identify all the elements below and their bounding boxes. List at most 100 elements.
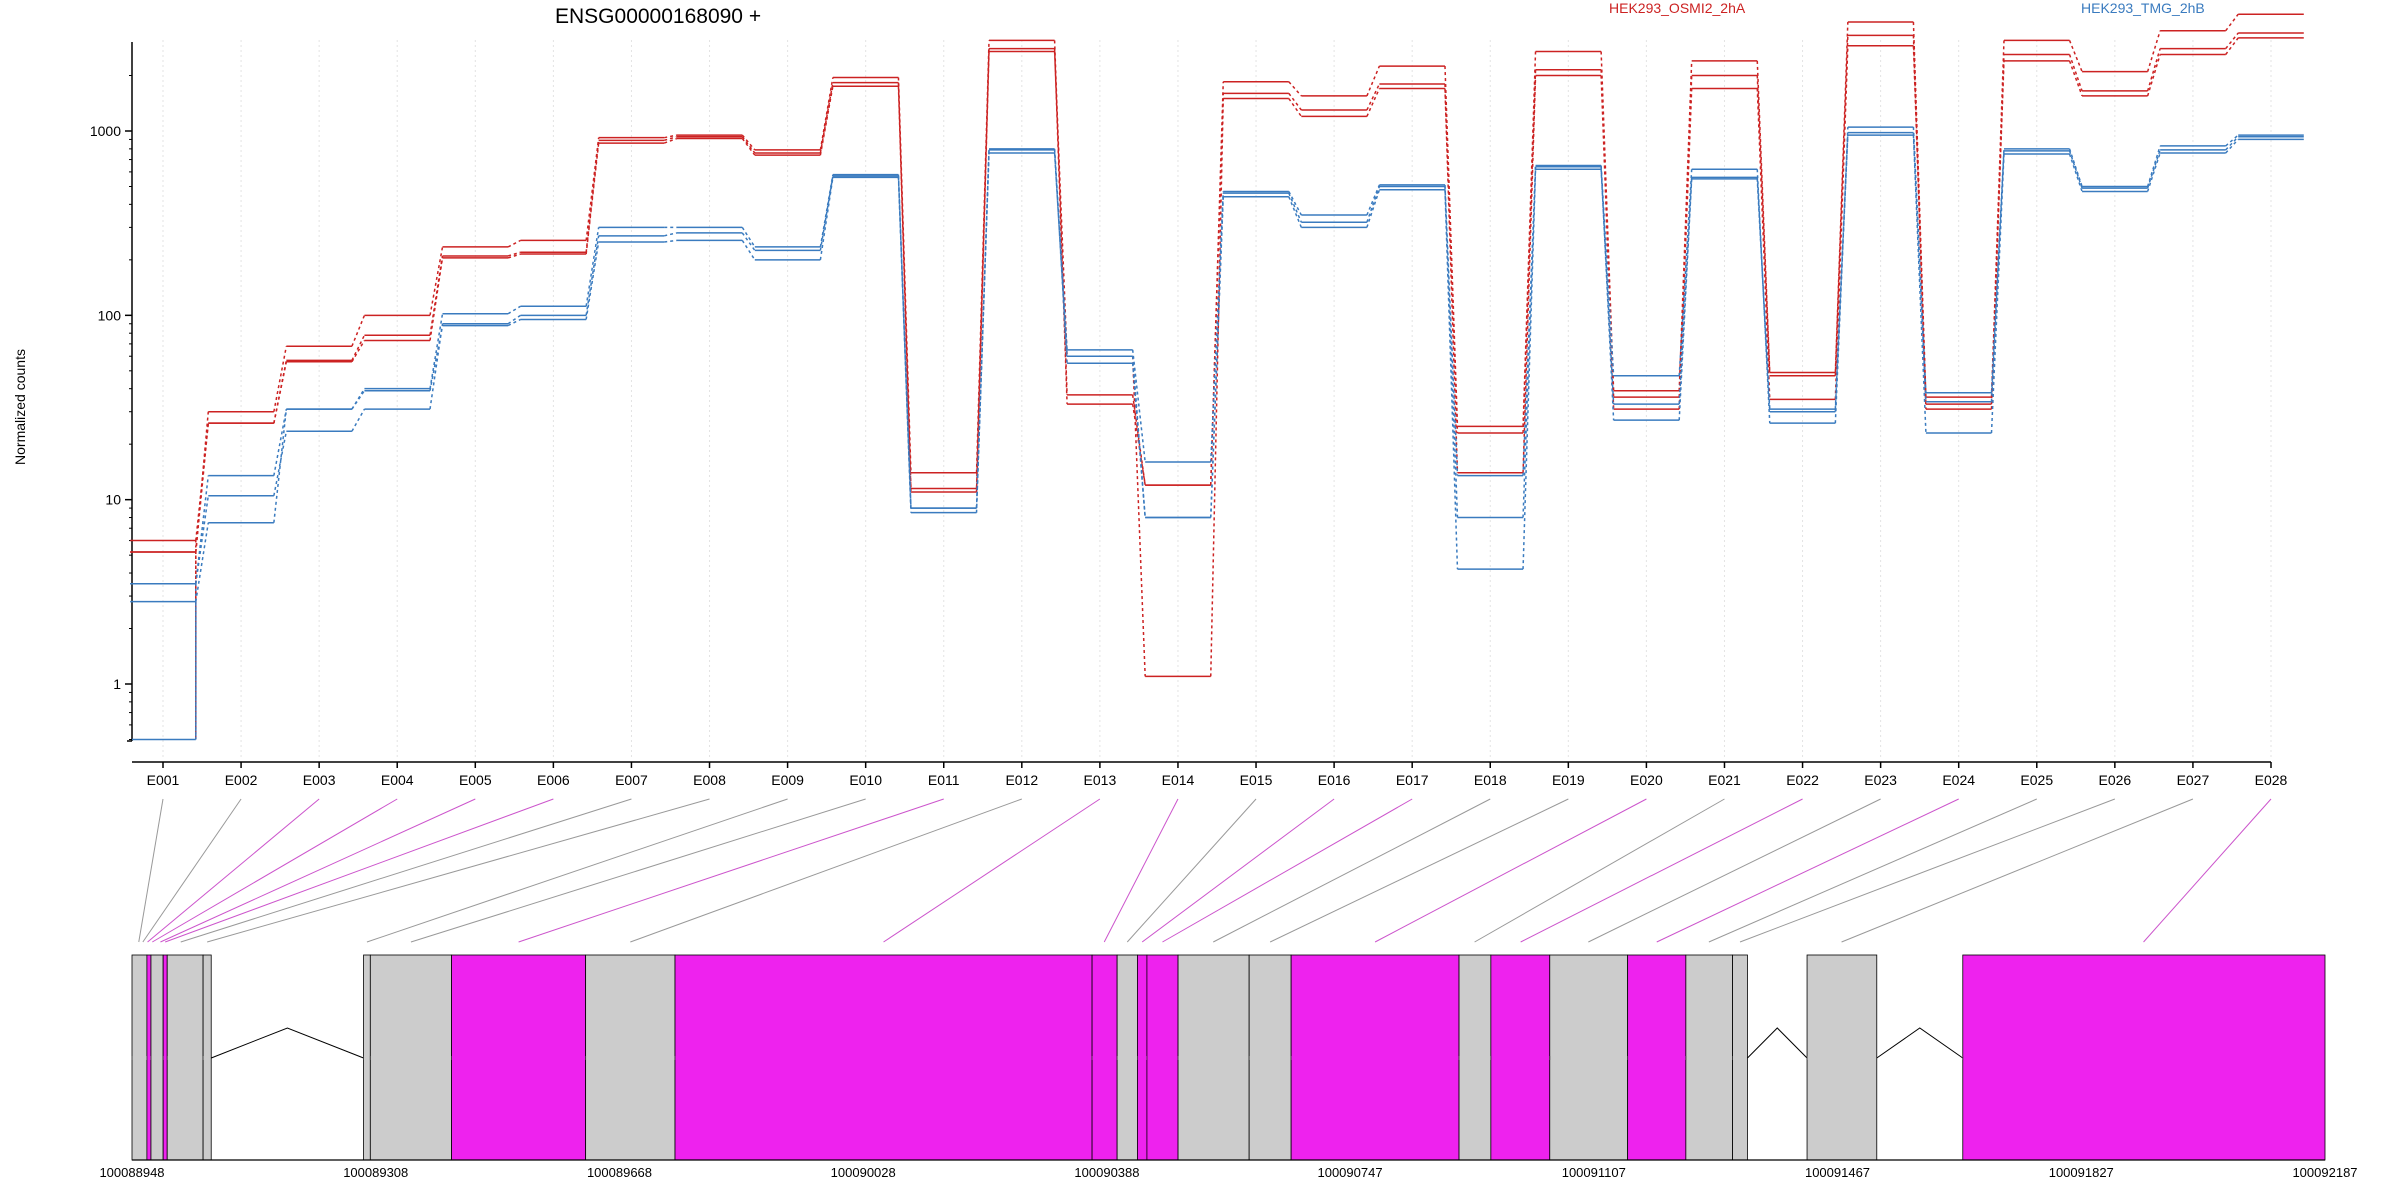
- transition-line: [1834, 127, 1849, 424]
- exon-block-4: [162, 954, 168, 1161]
- connector-E006: [165, 798, 554, 943]
- transition-line: [1522, 165, 1537, 518]
- gene-model: [131, 954, 2326, 1161]
- transition-line: [273, 360, 288, 424]
- transition-line: [1053, 152, 1068, 357]
- genomic-coordinate-axis: 100088948 100089308 100089668 100090028 1000…: [99, 1159, 2358, 1180]
- transition-line: [1288, 192, 1303, 223]
- transition-line: [1366, 83, 1381, 111]
- transition-line: [975, 48, 990, 489]
- transition-line: [1210, 93, 1224, 486]
- transition-line: [2068, 148, 2083, 187]
- transition-line: [507, 305, 521, 315]
- connector-E017: [1162, 798, 1413, 943]
- exon-block-6: [202, 954, 212, 1161]
- x-tick-label: E017: [1396, 772, 1429, 788]
- series-4: [130, 134, 2304, 740]
- transition-line: [1756, 169, 1771, 424]
- transition-line: [1288, 196, 1303, 228]
- series-6: [130, 131, 2304, 740]
- transition-line: [819, 175, 834, 251]
- y-tick-label: 1000: [90, 123, 121, 139]
- exon-block-14: [1137, 954, 1148, 1161]
- connector-E022: [1520, 798, 1803, 943]
- connector-E003: [147, 798, 320, 943]
- x-tick-label: E012: [1005, 772, 1038, 788]
- connector-E018: [1213, 798, 1491, 943]
- x-tick-label: E008: [693, 772, 726, 788]
- exon-block-22: [1627, 954, 1687, 1161]
- legend-label-osmi: HEK293_OSMI2_2hA: [1609, 0, 1746, 16]
- connector-E013: [883, 798, 1101, 943]
- transition-line: [429, 323, 444, 410]
- connector-E001: [138, 798, 164, 943]
- y-axis-label: Normalized counts: [12, 349, 28, 465]
- connector-E027: [1841, 798, 2194, 943]
- transition-line: [2068, 153, 2083, 192]
- transition-line: [507, 251, 521, 257]
- x-tick-label: E003: [303, 772, 336, 788]
- transition-line: [429, 255, 444, 336]
- series-2: [130, 13, 2304, 740]
- x-tick-label: E020: [1630, 772, 1663, 788]
- connector-E020: [1374, 798, 1647, 943]
- transition-line: [2146, 54, 2161, 97]
- transition-line: [351, 334, 366, 361]
- transition-line: [1756, 75, 1771, 376]
- exon-block-23: [1685, 954, 1733, 1161]
- exon-connectors: [138, 798, 2272, 943]
- transition-line: [664, 134, 677, 139]
- transition-line: [1366, 189, 1381, 228]
- exon-block-16: [1177, 954, 1250, 1161]
- transition-line: [585, 227, 600, 307]
- x-tick-label: E016: [1318, 772, 1351, 788]
- transition-line: [1131, 363, 1146, 518]
- transition-line: [273, 346, 288, 412]
- chart-title: ENSG00000168090 +: [555, 5, 761, 28]
- coordinate-tick-label: 100090028: [831, 1165, 896, 1180]
- transition-line: [741, 136, 756, 154]
- transition-line: [1131, 349, 1146, 463]
- series-3: [130, 32, 2304, 740]
- y-axis: 1 10 100 1000: [90, 42, 133, 742]
- x-tick-label: E025: [2020, 772, 2053, 788]
- transition-line: [1990, 54, 2005, 410]
- coordinate-tick-label: 100091467: [1805, 1165, 1870, 1180]
- transition-line: [897, 174, 912, 509]
- connector-E025: [1708, 798, 2037, 943]
- transition-line: [1444, 83, 1459, 434]
- exon-block-15: [1146, 954, 1179, 1161]
- transition-line: [2146, 30, 2161, 72]
- coordinate-tick-label: 100092187: [2292, 1165, 2357, 1180]
- transition-line: [897, 82, 912, 489]
- transition-line: [741, 239, 756, 261]
- exon-block-8: [369, 954, 452, 1161]
- transition-line: [1912, 132, 1927, 402]
- connector-E002: [142, 798, 242, 943]
- transition-line: [273, 431, 288, 496]
- transition-line: [1990, 148, 2005, 393]
- coordinate-tick-label: 100090388: [1074, 1165, 1139, 1180]
- y-tick-label: 100: [98, 307, 122, 323]
- transition-line: [2225, 32, 2239, 50]
- exon-block-10: [585, 954, 676, 1161]
- transition-line: [1444, 186, 1459, 476]
- exon-block-24: [1732, 954, 1748, 1161]
- x-tick-label: E023: [1864, 772, 1897, 788]
- y-tick-label: 10: [105, 492, 121, 508]
- exon-block-12: [1091, 954, 1118, 1161]
- transition-line: [1288, 92, 1302, 111]
- transition-line: [663, 137, 677, 144]
- grid-layer: [162, 40, 2272, 760]
- transition-line: [1678, 169, 1693, 376]
- connector-E019: [1269, 798, 1569, 943]
- transition-line: [2225, 37, 2239, 55]
- transition-line: [195, 423, 210, 541]
- transition-line: [273, 409, 288, 523]
- transition-line: [1834, 22, 1849, 373]
- connector-E028: [2143, 798, 2272, 943]
- connector-E015: [1126, 798, 1257, 943]
- transition-line: [741, 138, 756, 156]
- transition-line: [741, 232, 756, 251]
